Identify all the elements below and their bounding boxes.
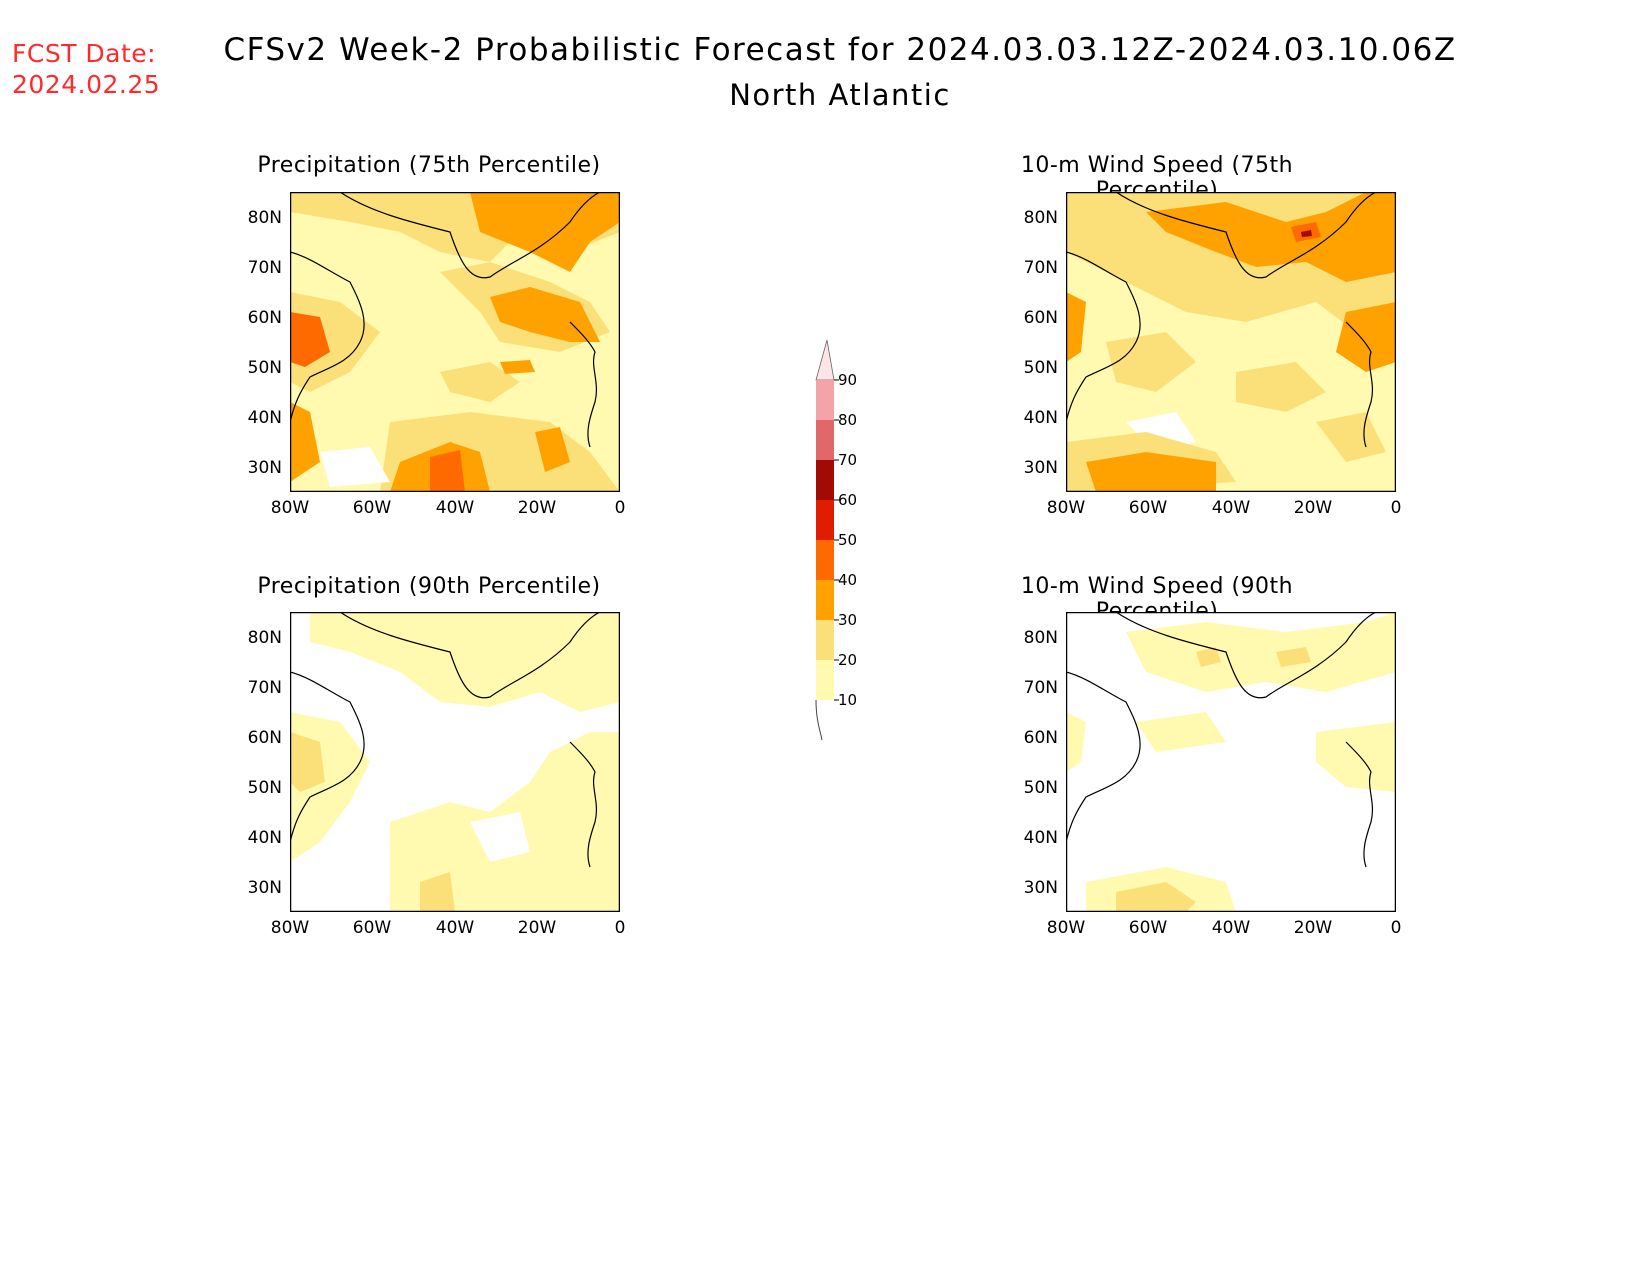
lat-tick: 30N <box>247 458 282 478</box>
colorbar-label: 30 <box>838 611 858 629</box>
colorbar-label: 10 <box>838 691 858 709</box>
lon-tick: 80W <box>1046 498 1086 518</box>
lon-tick: 80W <box>270 918 310 938</box>
colorbar-swatch <box>816 500 834 540</box>
colorbar-swatches <box>815 339 839 741</box>
page-title: CFSv2 Week-2 Probabilistic Forecast for … <box>223 32 1457 68</box>
lon-tick: 0 <box>1390 918 1402 938</box>
lat-tick: 40N <box>247 408 282 428</box>
lat-tick: 30N <box>1023 458 1058 478</box>
lon-tick: 40W <box>1211 918 1251 938</box>
panel-title-precip-90: Precipitation (90th Percentile) <box>257 574 601 599</box>
colorbar-label: 50 <box>838 531 858 549</box>
lon-tick: 40W <box>435 498 475 518</box>
map-wind-90 <box>1066 612 1396 912</box>
lon-tick: 20W <box>517 498 557 518</box>
colorbar <box>800 330 840 754</box>
lat-tick: 50N <box>1023 778 1058 798</box>
lon-tick: 40W <box>1211 498 1251 518</box>
lon-tick: 0 <box>1390 498 1402 518</box>
map-precip-90 <box>290 612 620 912</box>
colorbar-swatch <box>816 540 834 580</box>
colorbar-label: 80 <box>838 411 858 429</box>
lat-tick: 70N <box>1023 678 1058 698</box>
lon-tick: 80W <box>270 498 310 518</box>
lon-tick: 60W <box>1128 918 1168 938</box>
lon-tick: 20W <box>1293 498 1333 518</box>
lat-tick: 70N <box>247 258 282 278</box>
fcst-date-label: FCST Date: <box>12 39 157 68</box>
colorbar-swatch <box>816 460 834 500</box>
lon-tick: 20W <box>517 918 557 938</box>
panel-title-wind-75: 10-m Wind Speed (75th Percentile) <box>1020 153 1294 203</box>
colorbar-swatch <box>816 380 834 420</box>
colorbar-top-cap <box>815 339 835 381</box>
lon-tick: 40W <box>435 918 475 938</box>
lat-tick: 30N <box>1023 878 1058 898</box>
region-subtitle: North Atlantic <box>729 78 951 112</box>
colorbar-label: 20 <box>838 651 858 669</box>
lat-tick: 40N <box>1023 828 1058 848</box>
fcst-date-value: 2024.02.25 <box>12 70 161 99</box>
map-precip-75 <box>290 192 620 492</box>
colorbar-swatch <box>816 420 834 460</box>
lon-tick: 80W <box>1046 918 1086 938</box>
lon-tick: 60W <box>1128 498 1168 518</box>
lat-tick: 50N <box>1023 358 1058 378</box>
lat-tick: 60N <box>247 728 282 748</box>
colorbar-bottom-cap <box>815 699 823 741</box>
lat-tick: 40N <box>247 828 282 848</box>
lat-tick: 50N <box>247 778 282 798</box>
lon-tick: 0 <box>614 918 626 938</box>
lat-tick: 40N <box>1023 408 1058 428</box>
lat-tick: 50N <box>247 358 282 378</box>
lat-tick: 70N <box>247 678 282 698</box>
colorbar-swatch <box>816 580 834 620</box>
lat-tick: 80N <box>1023 628 1058 648</box>
colorbar-label: 60 <box>838 491 858 509</box>
lat-tick: 80N <box>1023 208 1058 228</box>
panel-title-precip-75: Precipitation (75th Percentile) <box>257 153 601 178</box>
fcst-date-block: FCST Date: 2024.02.25 <box>12 38 160 100</box>
lon-tick: 60W <box>352 498 392 518</box>
colorbar-label: 40 <box>838 571 858 589</box>
colorbar-label: 70 <box>838 451 858 469</box>
colorbar-swatch <box>816 660 834 700</box>
lat-tick: 60N <box>247 308 282 328</box>
lat-tick: 60N <box>1023 308 1058 328</box>
lon-tick: 60W <box>352 918 392 938</box>
lat-tick: 80N <box>247 208 282 228</box>
lat-tick: 30N <box>247 878 282 898</box>
lon-tick: 20W <box>1293 918 1333 938</box>
lon-tick: 0 <box>614 498 626 518</box>
colorbar-label: 90 <box>838 371 858 389</box>
lat-tick: 70N <box>1023 258 1058 278</box>
lat-tick: 80N <box>247 628 282 648</box>
colorbar-swatch <box>816 620 834 660</box>
map-wind-75 <box>1066 192 1396 492</box>
lat-tick: 60N <box>1023 728 1058 748</box>
